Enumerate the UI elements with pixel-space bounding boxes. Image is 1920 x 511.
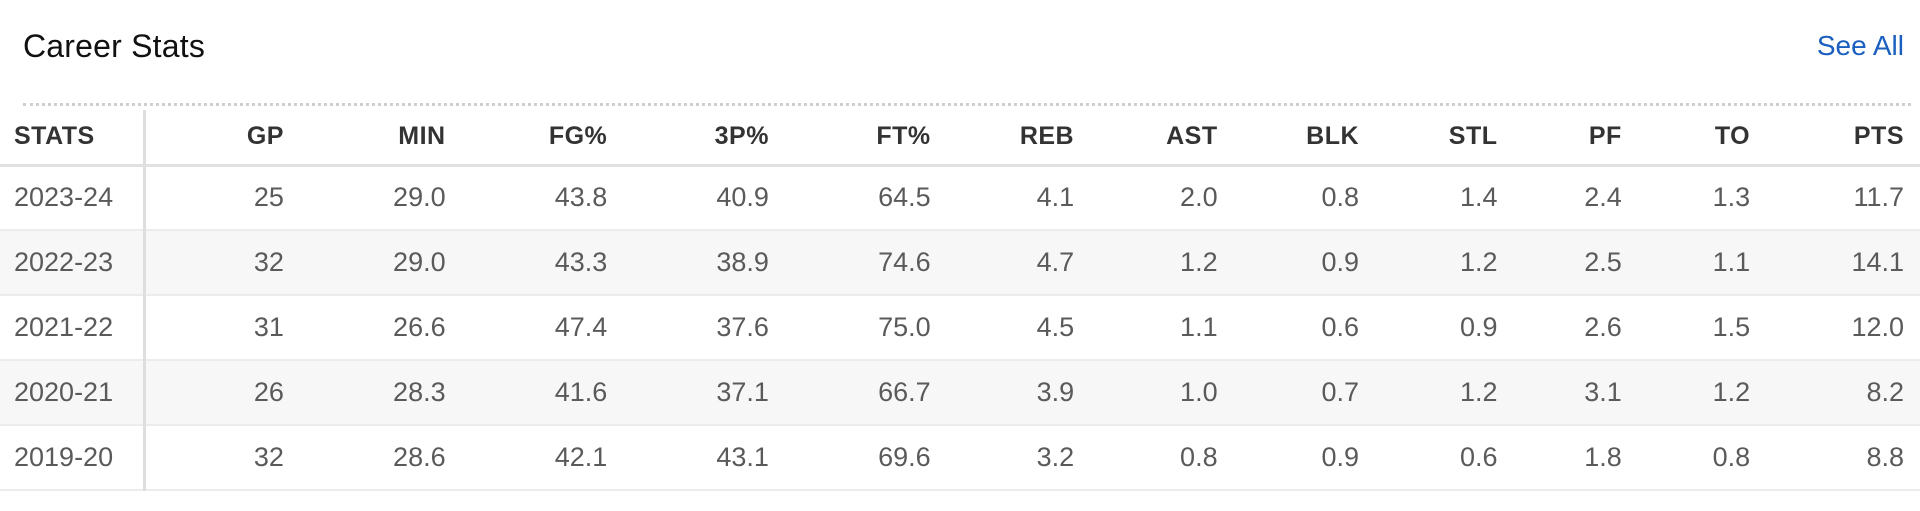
stl-cell: 0.6 — [1359, 425, 1498, 491]
table-header-row: STATS GP MIN FG% 3P% FT% REB AST BLK STL… — [0, 110, 1920, 167]
blk-cell: 0.9 — [1217, 425, 1360, 491]
stl-cell: 0.9 — [1359, 295, 1498, 361]
reb-cell: 4.7 — [930, 230, 1075, 296]
to-cell: 1.2 — [1621, 360, 1751, 426]
gp-cell: 31 — [144, 295, 284, 361]
pts-cell: 11.7 — [1750, 165, 1920, 231]
pf-cell: 2.5 — [1497, 230, 1622, 296]
stl-cell: 1.4 — [1359, 165, 1498, 231]
ft-pct-cell: 69.6 — [768, 425, 931, 491]
column-header-stl: STL — [1359, 110, 1498, 167]
column-header-min: MIN — [283, 110, 446, 167]
blk-cell: 0.9 — [1217, 230, 1360, 296]
ft-pct-cell: 66.7 — [768, 360, 931, 426]
min-cell: 28.3 — [283, 360, 446, 426]
ast-cell: 1.2 — [1074, 230, 1218, 296]
column-header-ast: AST — [1074, 110, 1218, 167]
column-header-to: TO — [1621, 110, 1751, 167]
column-header-pts: PTS — [1750, 110, 1920, 167]
pf-cell: 1.8 — [1497, 425, 1622, 491]
gp-cell: 25 — [144, 165, 284, 231]
season-cell: 2023-24 — [0, 165, 146, 231]
table-row: 2021-22 31 26.6 47.4 37.6 75.0 4.5 1.1 0… — [0, 295, 1920, 361]
reb-cell: 3.2 — [930, 425, 1075, 491]
min-cell: 29.0 — [283, 165, 446, 231]
ast-cell: 0.8 — [1074, 425, 1218, 491]
season-cell: 2019-20 — [0, 425, 146, 491]
min-cell: 26.6 — [283, 295, 446, 361]
column-header-3p-pct: 3P% — [607, 110, 769, 167]
column-header-fg-pct: FG% — [445, 110, 608, 167]
reb-cell: 4.1 — [930, 165, 1075, 231]
column-header-gp: GP — [144, 110, 284, 167]
blk-cell: 0.8 — [1217, 165, 1360, 231]
pts-cell: 8.8 — [1750, 425, 1920, 491]
gp-cell: 26 — [144, 360, 284, 426]
to-cell: 1.5 — [1621, 295, 1751, 361]
fg-pct-cell: 43.8 — [445, 165, 608, 231]
gp-cell: 32 — [144, 425, 284, 491]
min-cell: 29.0 — [283, 230, 446, 296]
blk-cell: 0.6 — [1217, 295, 1360, 361]
stl-cell: 1.2 — [1359, 230, 1498, 296]
3p-pct-cell: 43.1 — [607, 425, 769, 491]
pts-cell: 12.0 — [1750, 295, 1920, 361]
fg-pct-cell: 42.1 — [445, 425, 608, 491]
table-row: 2019-20 32 28.6 42.1 43.1 69.6 3.2 0.8 0… — [0, 425, 1920, 491]
ft-pct-cell: 75.0 — [768, 295, 931, 361]
pts-cell: 14.1 — [1750, 230, 1920, 296]
reb-cell: 4.5 — [930, 295, 1075, 361]
page-title: Career Stats — [23, 28, 206, 64]
career-stats-header: Career Stats See All — [0, 0, 1920, 106]
career-stats-table: STATS GP MIN FG% 3P% FT% REB AST BLK STL… — [0, 110, 1920, 491]
divider — [23, 103, 1911, 106]
3p-pct-cell: 37.1 — [607, 360, 769, 426]
fg-pct-cell: 47.4 — [445, 295, 608, 361]
column-header-stats: STATS — [0, 110, 146, 167]
stl-cell: 1.2 — [1359, 360, 1498, 426]
ft-pct-cell: 64.5 — [768, 165, 931, 231]
season-cell: 2020-21 — [0, 360, 146, 426]
pf-cell: 2.6 — [1497, 295, 1622, 361]
pts-cell: 8.2 — [1750, 360, 1920, 426]
ast-cell: 1.1 — [1074, 295, 1218, 361]
ft-pct-cell: 74.6 — [768, 230, 931, 296]
blk-cell: 0.7 — [1217, 360, 1360, 426]
3p-pct-cell: 37.6 — [607, 295, 769, 361]
column-header-reb: REB — [930, 110, 1075, 167]
3p-pct-cell: 40.9 — [607, 165, 769, 231]
see-all-link[interactable]: See All — [1816, 30, 1904, 61]
table-row: 2022-23 32 29.0 43.3 38.9 74.6 4.7 1.2 0… — [0, 230, 1920, 296]
table-row: 2023-24 25 29.0 43.8 40.9 64.5 4.1 2.0 0… — [0, 165, 1920, 231]
column-header-blk: BLK — [1217, 110, 1360, 167]
ast-cell: 2.0 — [1074, 165, 1218, 231]
to-cell: 1.1 — [1621, 230, 1751, 296]
to-cell: 1.3 — [1621, 165, 1751, 231]
to-cell: 0.8 — [1621, 425, 1751, 491]
pf-cell: 2.4 — [1497, 165, 1622, 231]
column-header-pf: PF — [1497, 110, 1622, 167]
gp-cell: 32 — [144, 230, 284, 296]
table-row: 2020-21 26 28.3 41.6 37.1 66.7 3.9 1.0 0… — [0, 360, 1920, 426]
fg-pct-cell: 41.6 — [445, 360, 608, 426]
min-cell: 28.6 — [283, 425, 446, 491]
season-cell: 2021-22 — [0, 295, 146, 361]
column-header-ft-pct: FT% — [768, 110, 931, 167]
reb-cell: 3.9 — [930, 360, 1075, 426]
pf-cell: 3.1 — [1497, 360, 1622, 426]
fg-pct-cell: 43.3 — [445, 230, 608, 296]
3p-pct-cell: 38.9 — [607, 230, 769, 296]
ast-cell: 1.0 — [1074, 360, 1218, 426]
season-cell: 2022-23 — [0, 230, 146, 296]
